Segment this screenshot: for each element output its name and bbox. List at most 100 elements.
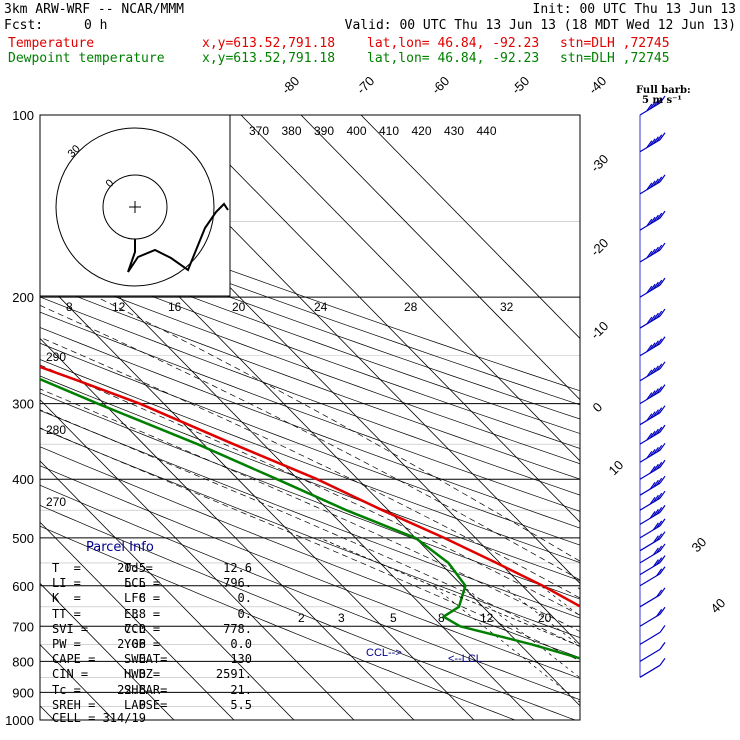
wind-barb-staff: [639, 648, 661, 662]
wind-barb-flag: [656, 338, 663, 347]
parcel-info-cell: Tc =: [52, 682, 81, 697]
wind-barb-flag: [659, 642, 666, 650]
wind-barb-flag: [652, 559, 659, 567]
wind-barb: [639, 361, 666, 382]
pressure-label-300: 300: [12, 397, 34, 412]
dry-adiabat: [40, 327, 580, 529]
theta-label: 390: [314, 124, 334, 138]
dewpoint-xy: x,y=613.52,791.18: [202, 51, 336, 66]
isotherm-label: -80: [279, 73, 303, 97]
wind-barb-flag: [649, 411, 656, 420]
wind-barb-flag: [659, 405, 666, 414]
isotherm-label: -40: [586, 73, 610, 97]
wind-barb-staff: [639, 391, 661, 405]
parcel-info-cell: 38: [131, 606, 146, 621]
wind-barb-flag: [652, 535, 659, 544]
wind-barb-flag: [659, 566, 666, 575]
pressure-label-600: 600: [12, 579, 34, 594]
parcel-info-cell: SWEAT=: [124, 652, 168, 667]
isotherm: [40, 582, 175, 720]
wind-barb-flag: [656, 477, 663, 486]
wind-barb-flag: [656, 444, 663, 453]
parcel-info-cell: LI =: [52, 576, 81, 591]
theta-label: 380: [282, 124, 302, 138]
isotherm-label: -20: [588, 235, 612, 259]
wind-barb-flag: [659, 277, 666, 286]
theta-label: 410: [379, 124, 399, 138]
parcel-info-cell: HWBZ=: [124, 667, 161, 682]
dry-adiabat: [40, 239, 580, 434]
wind-barb-staff: [639, 550, 661, 564]
init-time: Init: 00 UTC Thu 13 Jun 13: [532, 2, 737, 17]
wind-barb-staff: [639, 431, 661, 445]
wind-barb: [639, 308, 666, 329]
wind-barb-flag: [652, 312, 659, 321]
parcel-info-cell: 0.: [237, 591, 252, 606]
wind-barb-flag: [659, 174, 666, 183]
pressure-label-800: 800: [12, 654, 34, 669]
parcel-info-cell: 21.: [230, 682, 252, 697]
wind-barb: [639, 555, 666, 576]
parcel-info-cell: 0.: [237, 606, 252, 621]
wind-barb-flag: [659, 606, 666, 615]
wind-barb-flag: [659, 505, 666, 513]
isotherm: [40, 276, 475, 720]
parcel-info-cell: 778.: [223, 621, 252, 636]
isotherm: [40, 215, 535, 720]
wind-barb-flag: [656, 310, 663, 319]
wind-barb-flag: [659, 518, 666, 527]
mixing-ratio-label: 3: [338, 611, 345, 625]
theta-label: 400: [347, 124, 367, 138]
pressure-label-100: 100: [12, 108, 34, 123]
wind-barb-flag: [656, 176, 663, 185]
dry-adiabat: [40, 484, 580, 701]
wind-barb: [639, 132, 666, 153]
hodograph-speed-label: 24: [314, 300, 328, 314]
wind-barb-staff: [639, 664, 661, 678]
wind-barb-flag: [652, 281, 659, 290]
parcel-info-cell: 0: [138, 697, 146, 712]
mixing-ratio-label: 20: [538, 611, 552, 625]
dewpoint-trace: [40, 377, 580, 660]
wind-barb-flag: [649, 496, 656, 505]
moist-adiabat: [40, 305, 580, 581]
wind-barb-staff: [639, 497, 661, 511]
parcel-info-cell: 7.0: [124, 621, 146, 636]
isotherm: [240, 115, 580, 462]
pressure-label-400: 400: [12, 472, 34, 487]
parcel-info-cell: PW =: [52, 637, 81, 651]
dewpoint-station: stn=DLH ,72745: [560, 51, 670, 66]
wind-barb-flag: [659, 242, 666, 251]
wind-barb-staff: [639, 594, 661, 608]
wind-barb-staff: [639, 573, 661, 587]
wind-barb: [639, 384, 666, 405]
dry-adiabat: [40, 525, 516, 720]
wind-barb-flag: [649, 101, 656, 110]
theta-label: 440: [477, 124, 497, 138]
wind-barb-flag: [652, 178, 659, 187]
wind-barb-flag: [659, 555, 666, 563]
wind-barb-flag: [659, 384, 666, 393]
wind-barb-staff: [639, 315, 661, 329]
dry-adiabat: [40, 392, 580, 600]
wind-barb-staff: [639, 412, 661, 426]
isotherm: [360, 115, 580, 340]
wind-barb: [639, 490, 666, 511]
dewpoint-latlon: lat,lon= 46.84, -92.23: [367, 51, 540, 66]
mixing-ratio-line: [462, 585, 580, 679]
wind-barb-flag: [656, 545, 663, 554]
parcel-info-title: Parcel Info: [86, 540, 154, 555]
wind-barb: [639, 642, 666, 662]
wind-barb-flag: [652, 340, 659, 349]
wind-barb-flag: [652, 409, 659, 418]
parcel-info-cell: 130: [230, 652, 252, 667]
wind-barb-staff: [639, 181, 661, 195]
wind-barb-flag: [656, 244, 663, 253]
wind-barb-flag: [652, 494, 659, 503]
isotherm-label: 30: [689, 534, 710, 555]
parcel-info-cell: 12.6: [223, 561, 252, 575]
pressure-label-900: 900: [12, 685, 34, 700]
parcel-info-cell: Td =: [124, 561, 153, 575]
wind-barb-flag: [646, 250, 653, 259]
